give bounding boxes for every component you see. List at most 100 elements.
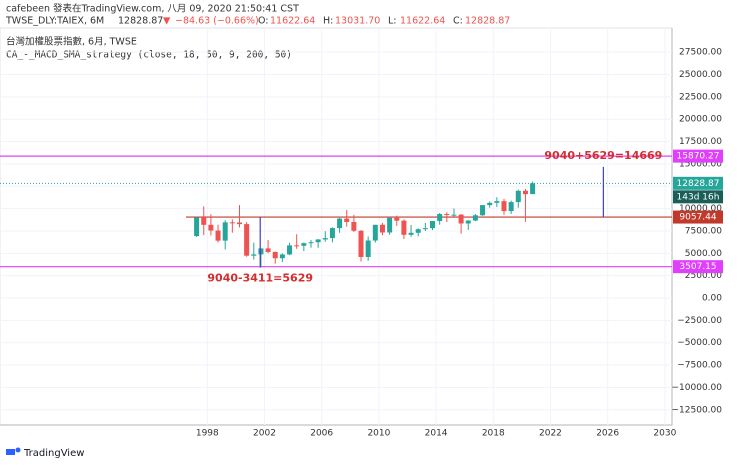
candle-body: [222, 222, 228, 241]
y-tick-label: −5000.00: [677, 338, 722, 348]
y-tick-label: 22500.00: [679, 92, 722, 102]
candle-body: [458, 214, 464, 224]
quote-value: 13031.70: [335, 16, 380, 27]
x-tick-label: 2006: [310, 429, 333, 439]
y-tick-label: 17500.00: [679, 137, 722, 147]
quote-key: H:: [323, 16, 333, 27]
x-tick-label: 2026: [596, 429, 619, 439]
candle-body: [422, 228, 428, 230]
x-tick-label: 2014: [425, 429, 448, 439]
candle-body: [437, 214, 443, 222]
candle-body: [394, 217, 400, 221]
candle-body: [358, 230, 364, 257]
price-label: 15870.27: [677, 152, 720, 162]
candle-body: [215, 230, 221, 241]
quote-value: 11622.64: [400, 16, 445, 27]
x-tick-label: 2010: [367, 429, 390, 439]
y-tick-label: −7500.00: [677, 361, 722, 371]
candle-body: [480, 205, 486, 216]
candle-body: [379, 224, 385, 233]
candle-body: [315, 239, 321, 243]
x-tick-label: 2030: [653, 429, 676, 439]
candle-body: [487, 202, 493, 206]
x-tick-label: 2022: [539, 429, 562, 439]
candle-body: [251, 254, 257, 256]
candle-body: [408, 232, 414, 235]
y-tick-label: 10000.00: [679, 204, 722, 214]
brand-logo: [6, 447, 21, 455]
y-tick-label: 0.00: [702, 294, 722, 304]
candle-body: [344, 218, 350, 222]
x-tick-label: 2018: [482, 429, 505, 439]
legend-study: CA_-_MACD_SMA_strategy (close, 18, 50, 9…: [6, 50, 292, 61]
candle-body: [444, 214, 450, 216]
price-label-bg: [673, 176, 723, 190]
candle-body: [329, 228, 335, 239]
quote-change: −84.63 (−0.66%): [175, 16, 259, 27]
price-label: 12828.87: [677, 179, 720, 189]
candle-body: [322, 238, 328, 240]
quote-arrow: ▼: [163, 16, 171, 27]
candle-body: [308, 242, 314, 244]
candle-body: [472, 215, 478, 221]
y-tick-label: −2500.00: [677, 316, 722, 326]
y-tick-label: 15000.00: [679, 159, 722, 169]
y-tick-label: 25000.00: [679, 70, 722, 80]
header: cafebeen 發表在TradingView.com, 八月 09, 2020…: [6, 3, 299, 15]
candle-body: [401, 220, 407, 235]
candle-body: [265, 248, 271, 252]
price-label-bg: [673, 210, 723, 224]
candle-body: [236, 222, 242, 225]
x-tick-label: 2002: [253, 429, 276, 439]
candle-body: [337, 218, 343, 229]
quote-value: 12828.87: [465, 16, 510, 27]
y-tick-label: 27500.00: [679, 48, 722, 58]
x-tick-label: 1998: [196, 429, 219, 439]
quote-key: O:: [258, 16, 269, 27]
y-tick-label: 5000.00: [685, 249, 722, 259]
countdown-bg: [673, 190, 723, 204]
candle-body: [522, 190, 528, 195]
candle-body: [272, 251, 278, 259]
annotation: 9040+5629=14669: [544, 149, 662, 162]
brand: TradingView: [23, 448, 84, 459]
quote-key: C:: [453, 16, 463, 27]
candle-body: [387, 217, 393, 233]
candle-body: [430, 221, 436, 229]
candle-body: [258, 248, 264, 255]
countdown: 143d 16h: [677, 192, 720, 202]
y-tick-label: 20000.00: [679, 115, 722, 125]
candle-body: [194, 217, 200, 237]
price-label-bg: [673, 149, 723, 163]
y-tick-label: −12500.00: [672, 405, 723, 415]
candle-body: [229, 222, 235, 224]
legend-title: 台灣加權股票指數, 6月, TWSE: [6, 36, 137, 48]
candle-body: [279, 254, 285, 259]
candle-body: [201, 217, 207, 225]
quote-last: 12828.87: [118, 16, 163, 27]
candle-body: [244, 224, 250, 256]
candle-body: [530, 183, 536, 195]
price-label-bg: [673, 260, 723, 274]
price-label: 3507.15: [679, 262, 716, 272]
candle-body: [301, 243, 307, 246]
candle-body: [351, 221, 357, 231]
candle-body: [501, 201, 507, 212]
candle-body: [494, 201, 500, 203]
candle-body: [287, 245, 293, 255]
candle-body: [415, 229, 421, 233]
y-tick-label: −10000.00: [672, 383, 723, 393]
candle-body: [508, 202, 514, 212]
candle-body: [365, 240, 371, 257]
candle-body: [208, 224, 214, 231]
annotation: 9040-3411=5629: [207, 271, 313, 284]
candle-body: [294, 245, 300, 247]
quote-value: 11622.64: [270, 16, 315, 27]
price-label: 9057.44: [679, 213, 716, 223]
quote-symbol: TWSE_DLY:TAIEX, 6M: [5, 16, 104, 27]
candle-body: [451, 214, 457, 216]
candle-body: [515, 190, 521, 203]
y-tick-label: 2500.00: [685, 271, 722, 281]
candle-body: [465, 220, 471, 224]
